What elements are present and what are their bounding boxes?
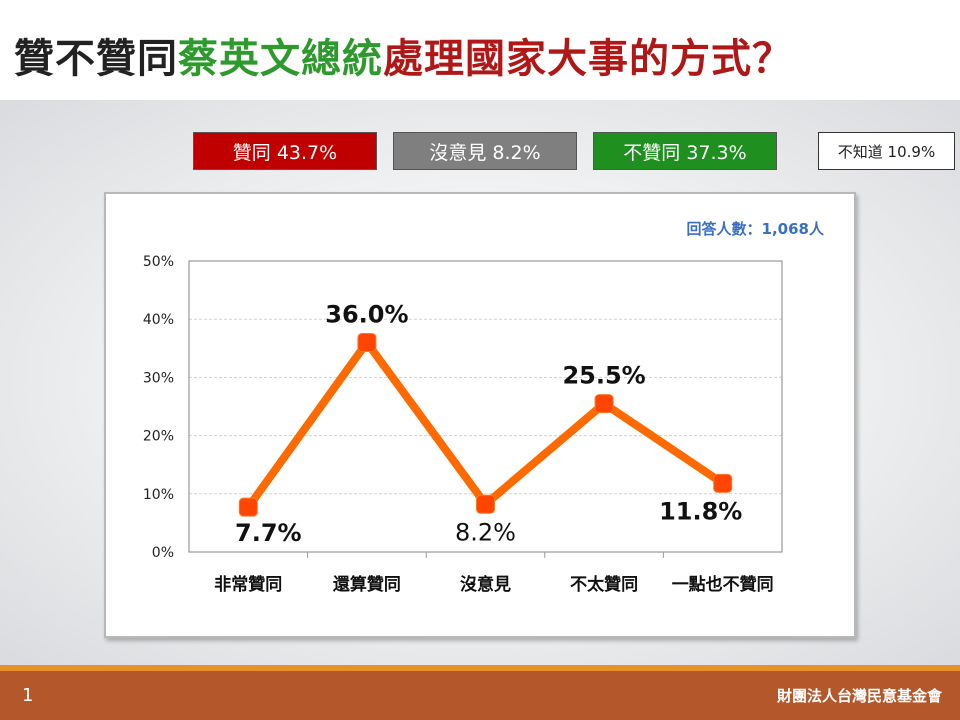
- line-chart: 0% 10% 20% 30% 40% 50% 非常贊同 還算贊同 沒意見 不太贊同 一點也不贊同 7.…: [143, 220, 825, 595]
- footer-bar: 1 財團法人台灣民意基金會: [0, 671, 960, 720]
- data-label: 36.0%: [325, 300, 408, 328]
- x-category-label: 非常贊同: [214, 574, 282, 595]
- x-category-label: 一點也不贊同: [672, 574, 774, 595]
- y-tick-label: 0%: [152, 545, 174, 561]
- summary-unknown-badge: 不知道 10.9%: [818, 132, 955, 170]
- x-category-label: 沒意見: [460, 574, 511, 595]
- data-label: 8.2%: [455, 518, 516, 546]
- data-label: 7.7%: [235, 519, 302, 547]
- y-tick-label: 10%: [143, 487, 174, 503]
- data-point-marker: [238, 497, 258, 517]
- summary-agree-badge: 贊同 43.7%: [193, 132, 377, 170]
- summary-no-opinion-badge: 沒意見 8.2%: [393, 132, 577, 170]
- data-point-marker: [476, 494, 495, 514]
- data-point-marker: [594, 394, 614, 414]
- respondents-count: 回答人數：1,068人: [687, 220, 825, 238]
- x-category-label: 不太贊同: [570, 574, 638, 595]
- plot-area-border: [188, 260, 783, 553]
- chart-frame: 0% 10% 20% 30% 40% 50% 非常贊同 還算贊同 沒意見 不太贊同 一點也不贊同 7.…: [104, 192, 856, 638]
- data-point-marker: [357, 332, 377, 352]
- y-tick-label: 40%: [143, 312, 174, 328]
- data-label: 11.8%: [659, 497, 742, 525]
- y-tick-label: 50%: [143, 254, 174, 270]
- summary-disagree-badge: 不贊同 37.3%: [593, 132, 777, 170]
- page-number: 1: [22, 685, 34, 706]
- title-part-question: 贊不贊同: [14, 36, 178, 82]
- series-line: [244, 338, 727, 512]
- title-part-president: 蔡英文總統: [178, 36, 383, 82]
- title-part-affairs: 處理國家大事的方式？: [383, 36, 793, 82]
- y-tick-label: 20%: [143, 429, 174, 445]
- x-category-label: 還算贊同: [333, 574, 401, 595]
- organization-name: 財團法人台灣民意基金會: [776, 687, 942, 705]
- y-tick-label: 30%: [143, 370, 174, 386]
- data-label: 25.5%: [562, 362, 645, 390]
- page-title: 贊不贊同蔡英文總統處理國家大事的方式？: [14, 26, 793, 86]
- footer-accent-line: [0, 665, 960, 671]
- data-point-marker: [713, 473, 733, 493]
